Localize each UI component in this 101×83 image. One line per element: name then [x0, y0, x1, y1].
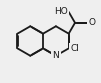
Text: HO: HO	[54, 7, 68, 16]
Text: N: N	[53, 51, 59, 60]
Text: Cl: Cl	[70, 44, 79, 53]
Text: O: O	[89, 18, 96, 27]
